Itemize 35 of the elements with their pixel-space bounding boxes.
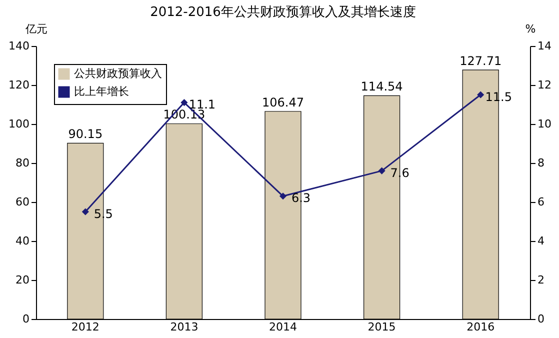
chart-title: 2012-2016年公共财政预算收入及其增长速度 — [150, 4, 416, 20]
data-label: 106.47 — [262, 95, 304, 110]
x-tick-label: 2015 — [368, 320, 396, 334]
y-tick-label: 0 — [22, 312, 30, 326]
point — [378, 167, 386, 174]
x-tick-label: 2016 — [466, 320, 495, 334]
y2-tick-label: 12 — [538, 78, 552, 92]
point — [180, 99, 188, 106]
x-tick-label: 2012 — [71, 320, 100, 334]
y2-tick-label: 4 — [538, 234, 544, 248]
point — [477, 91, 484, 98]
y-tick-label: 40 — [16, 234, 30, 248]
y-tick-label: 120 — [8, 78, 30, 92]
y2-tick-label: 10 — [538, 118, 552, 130]
data-label: 114.54 — [360, 80, 403, 94]
y-tick-label: 60 — [16, 196, 30, 208]
y-tick-label: 140 — [8, 40, 30, 52]
data-label: 127.71 — [460, 54, 502, 68]
y2-tick-label: 0 — [538, 312, 544, 326]
y-tick-label: 100 — [8, 118, 30, 130]
point — [279, 192, 287, 200]
y-axis-title: 亿元 — [24, 22, 48, 36]
y2-tick-label: 14 — [538, 40, 552, 52]
y2-tick-label: 6 — [538, 196, 544, 208]
y2-tick-label: 8 — [538, 156, 544, 170]
y-tick-label: 20 — [16, 274, 30, 286]
y2-axis-title: % — [525, 22, 536, 36]
x-tick-label: 2014 — [269, 320, 297, 334]
y2-tick-label: 2 — [538, 274, 544, 286]
data-label: 90.15 — [68, 127, 103, 142]
y-tick-label: 80 — [16, 156, 30, 170]
point — [82, 208, 89, 216]
legend-label: 比上年增长 — [74, 85, 129, 98]
legend-label: 公共财政预算收入 — [74, 67, 162, 80]
x-tick-label: 2013 — [170, 320, 198, 334]
